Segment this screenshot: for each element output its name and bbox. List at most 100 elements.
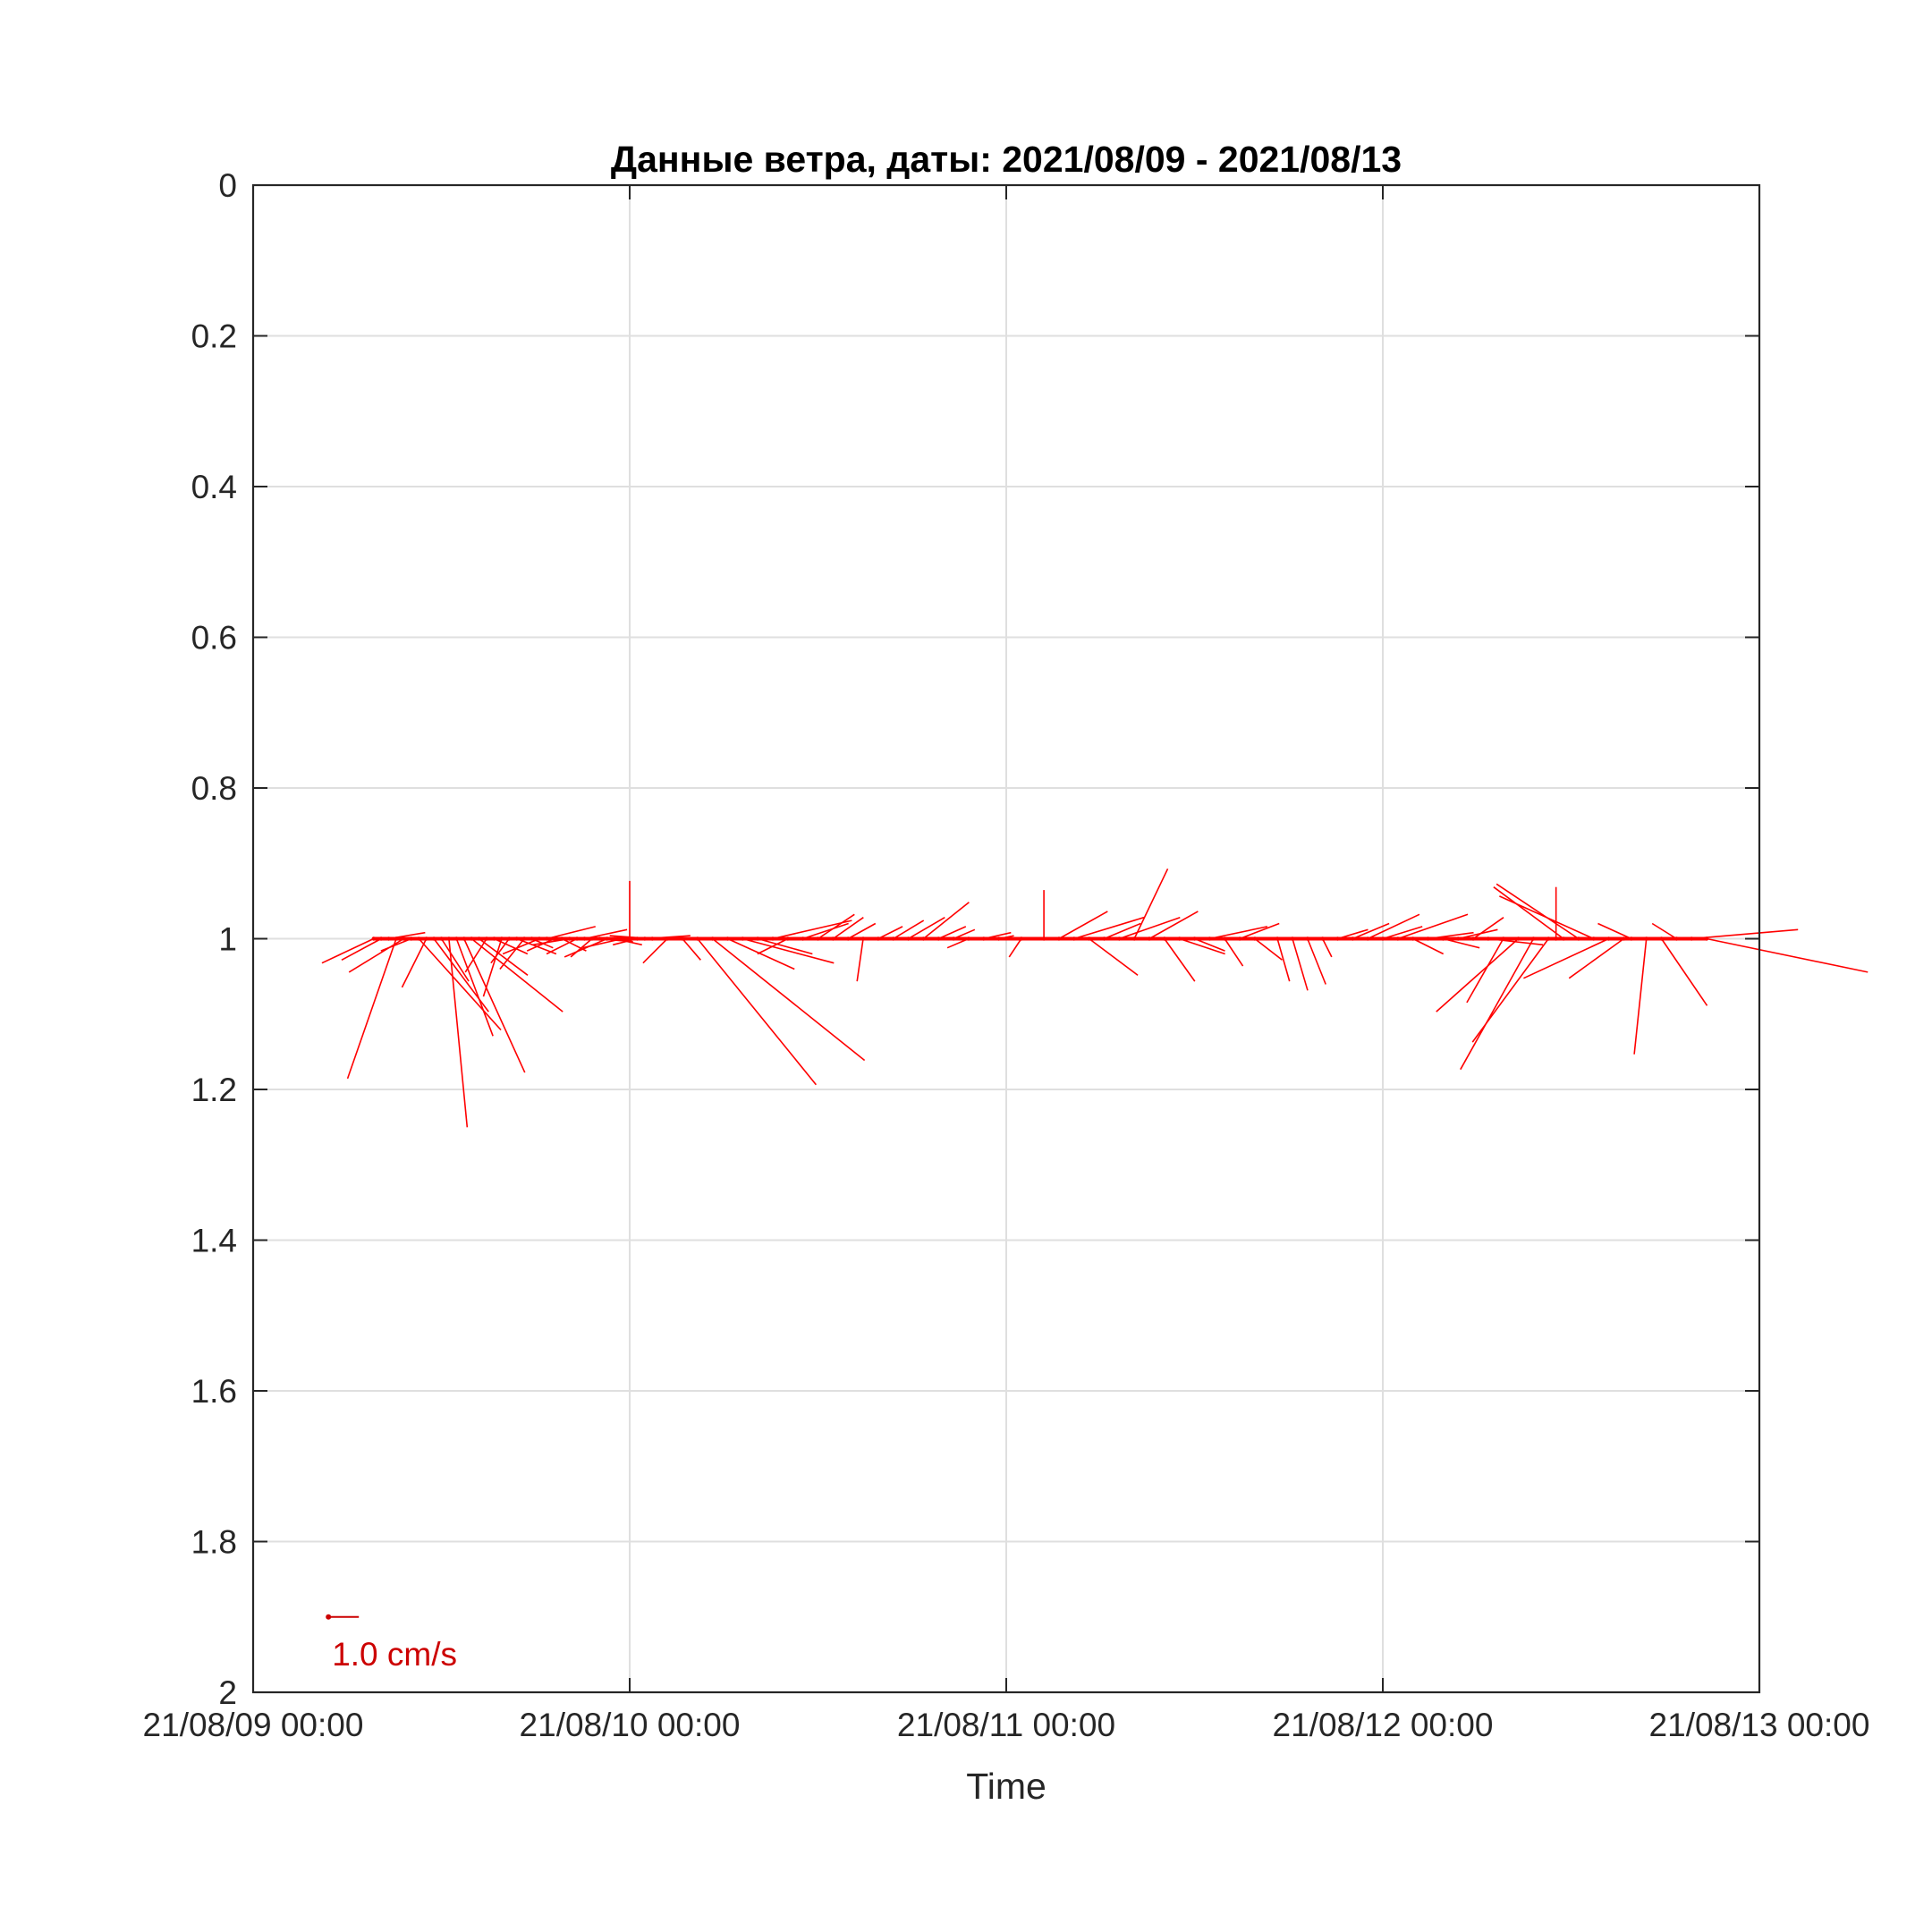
wind-vector xyxy=(953,928,976,940)
vector-origin xyxy=(1470,936,1476,941)
vector-origin xyxy=(1222,936,1227,941)
vector-origin xyxy=(1644,936,1648,941)
wind-vector xyxy=(494,937,529,955)
vector-origin xyxy=(1441,936,1445,941)
wind-vector xyxy=(832,917,864,940)
wind-vector xyxy=(1224,938,1244,967)
wind-vector xyxy=(1089,937,1139,976)
vector-origin xyxy=(371,936,376,941)
wind-vector xyxy=(341,937,382,962)
wind-vector xyxy=(1382,926,1423,940)
x-tick-label: 21/08/09 00:00 xyxy=(143,1707,364,1743)
vector-origin xyxy=(1305,936,1310,941)
wind-vector xyxy=(697,937,818,1086)
vector-origin xyxy=(484,936,489,941)
vector-origin xyxy=(492,936,496,941)
vector-origin xyxy=(1041,936,1046,941)
vector-origin xyxy=(417,936,421,941)
wind-vector xyxy=(1568,937,1624,979)
vector-origin xyxy=(921,936,926,941)
wind-vector xyxy=(1352,922,1390,940)
wind-vector xyxy=(1633,938,1648,1055)
wind-vector xyxy=(1367,913,1420,940)
vector-origin xyxy=(1704,936,1709,941)
wind-vector xyxy=(1706,937,1868,973)
vector-origin xyxy=(574,936,580,941)
wind-vector xyxy=(482,938,503,997)
wind-vector xyxy=(1460,938,1535,1071)
vector-origin xyxy=(378,936,384,941)
wind-vector xyxy=(1073,916,1145,940)
vector-origin xyxy=(589,936,595,941)
vector-origin xyxy=(1622,936,1626,941)
vector-origin xyxy=(1554,936,1558,941)
vector-origin xyxy=(1131,936,1137,941)
vector-origin xyxy=(530,936,534,941)
wind-vector xyxy=(609,935,653,940)
wind-vector xyxy=(401,938,428,988)
wind-vector xyxy=(1254,937,1283,961)
vector-origin xyxy=(1531,936,1536,941)
wind-vector xyxy=(448,938,469,1128)
ticks: 21/08/09 00:00 21/08/10 00:00 21/08/11 00:… xyxy=(143,167,1870,1743)
wind-vector xyxy=(802,922,849,940)
wind-vector xyxy=(856,938,864,982)
wind-vector xyxy=(983,931,1012,940)
y-tick-label: 0.2 xyxy=(191,318,237,355)
vector-origin xyxy=(597,936,602,941)
vector-origin xyxy=(545,936,549,941)
scale-legend: 1.0 cm/s xyxy=(326,1614,457,1673)
vector-origin xyxy=(514,936,519,941)
wind-vector xyxy=(1443,937,1480,949)
vector-origin xyxy=(1690,936,1694,941)
wind-vector xyxy=(1472,917,1504,940)
wind-vector xyxy=(1276,938,1291,982)
vector-origin xyxy=(446,936,452,941)
wind-vector xyxy=(564,937,608,958)
vector-origin xyxy=(552,936,556,941)
wind-vector xyxy=(946,937,970,949)
vector-origin xyxy=(537,936,542,941)
wind-vector xyxy=(893,919,925,940)
wind-vector xyxy=(499,938,525,970)
y-tick-label: 1 xyxy=(218,921,237,958)
vector-origin xyxy=(1335,936,1340,941)
vector-origin xyxy=(981,936,986,941)
vector-origin xyxy=(1177,936,1182,941)
wind-vectors xyxy=(321,868,1868,1128)
wind-vector xyxy=(1292,938,1309,991)
vector-origin xyxy=(1501,936,1505,941)
vector-origin xyxy=(710,936,715,941)
wind-vector xyxy=(463,938,526,1073)
y-tick-label: 0.6 xyxy=(191,620,237,657)
vector-origin xyxy=(1252,936,1258,941)
wind-vector xyxy=(532,937,570,946)
y-tick-label: 1.2 xyxy=(191,1072,237,1108)
wind-vector xyxy=(1428,931,1474,940)
vector-origin xyxy=(1659,936,1664,941)
vector-origin xyxy=(1147,936,1152,941)
vector-origin xyxy=(785,936,791,941)
vector-origin xyxy=(1072,936,1076,941)
wind-vector xyxy=(1104,922,1141,940)
wind-vector xyxy=(1058,911,1108,940)
wind-vector xyxy=(1660,938,1708,1006)
vector-origin xyxy=(567,936,572,941)
wind-vector xyxy=(346,938,397,1080)
wind-vector xyxy=(642,937,668,964)
wind-vector xyxy=(772,919,852,940)
wind-vector xyxy=(682,937,701,961)
vector-origin xyxy=(725,936,730,941)
y-tick-label: 1.8 xyxy=(191,1524,237,1561)
vector-origin xyxy=(741,936,745,941)
vector-origin xyxy=(951,936,956,941)
wind-vector xyxy=(1133,868,1169,939)
wind-vector xyxy=(937,926,967,940)
wind-vector xyxy=(1499,895,1595,940)
wind-vector xyxy=(1164,938,1196,982)
vector-origin xyxy=(936,936,941,941)
vector-origin xyxy=(402,936,406,941)
vector-origin xyxy=(1629,936,1634,941)
vector-origin xyxy=(424,936,428,941)
vector-origin xyxy=(1426,936,1430,941)
